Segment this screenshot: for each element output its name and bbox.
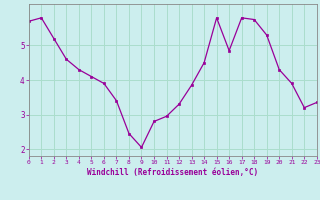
X-axis label: Windchill (Refroidissement éolien,°C): Windchill (Refroidissement éolien,°C) bbox=[87, 168, 258, 177]
